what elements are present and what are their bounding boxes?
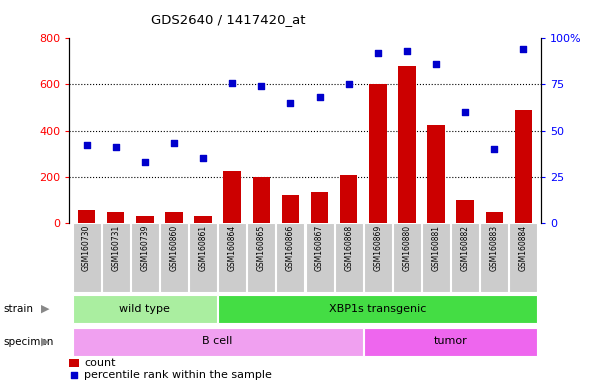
Text: strain: strain (3, 304, 33, 314)
Bar (73, 295, 217, 323)
Text: specimen: specimen (3, 337, 53, 347)
Text: GSM160730: GSM160730 (82, 225, 91, 271)
Bar (73, 328, 362, 356)
Text: GSM160861: GSM160861 (198, 225, 207, 271)
Text: count: count (84, 358, 116, 368)
Point (489, 146, 499, 152)
Bar (194, 216, 212, 223)
Text: tumor: tumor (434, 336, 468, 346)
Text: percentile rank within the sample: percentile rank within the sample (84, 370, 272, 380)
Text: GSM160882: GSM160882 (461, 225, 469, 271)
Text: GSM160731: GSM160731 (111, 225, 120, 271)
Bar (510, 223, 537, 292)
Point (82, 142, 91, 148)
Point (257, 83, 266, 89)
Text: GSM160739: GSM160739 (141, 225, 149, 271)
Text: GSM160880: GSM160880 (403, 225, 412, 271)
Point (373, 50, 383, 56)
Bar (456, 200, 474, 223)
Bar (514, 110, 532, 223)
Bar (427, 125, 445, 223)
Bar (252, 177, 270, 223)
Bar (422, 223, 450, 292)
Text: GSM160884: GSM160884 (519, 225, 528, 271)
Bar (398, 66, 416, 223)
Text: ▶: ▶ (41, 337, 49, 347)
Bar (364, 223, 392, 292)
Bar (393, 223, 421, 292)
Bar (136, 216, 154, 223)
Bar (248, 223, 275, 292)
Bar (218, 295, 537, 323)
Point (432, 61, 441, 67)
Bar (73, 223, 100, 292)
Bar (218, 223, 246, 292)
Bar (102, 223, 130, 292)
Text: GSM160865: GSM160865 (257, 225, 266, 271)
Point (315, 94, 325, 101)
Point (198, 155, 208, 161)
Text: GSM160864: GSM160864 (228, 225, 237, 271)
Point (519, 46, 528, 53)
Bar (131, 223, 159, 292)
Text: wild type: wild type (120, 303, 170, 313)
Point (460, 109, 470, 115)
Bar (276, 223, 305, 292)
Text: GSM160881: GSM160881 (432, 225, 441, 271)
Bar (107, 212, 124, 223)
Text: GSM160866: GSM160866 (286, 225, 295, 271)
Text: XBP1s transgenic: XBP1s transgenic (329, 303, 427, 313)
Text: GDS2640 / 1417420_at: GDS2640 / 1417420_at (151, 13, 306, 26)
Bar (340, 175, 358, 223)
Point (227, 79, 237, 86)
Bar (78, 210, 96, 223)
Bar (165, 212, 183, 223)
Bar (335, 223, 362, 292)
Bar (224, 171, 241, 223)
Bar (311, 192, 328, 223)
Bar (369, 84, 386, 223)
Text: GSM160867: GSM160867 (315, 225, 324, 271)
Bar (364, 328, 537, 356)
Text: GSM160883: GSM160883 (490, 225, 499, 271)
Bar (305, 223, 334, 292)
Point (402, 48, 412, 55)
Text: GSM160869: GSM160869 (373, 225, 382, 271)
Point (344, 81, 353, 88)
Text: B cell: B cell (203, 336, 233, 346)
Text: GSM160868: GSM160868 (344, 225, 353, 271)
Point (70, 372, 79, 378)
Point (169, 141, 178, 147)
Bar (189, 223, 217, 292)
Bar (160, 223, 188, 292)
Text: GSM160860: GSM160860 (169, 225, 178, 271)
Bar (282, 195, 299, 223)
Point (111, 144, 121, 150)
Point (140, 159, 150, 165)
Bar (451, 223, 479, 292)
Point (285, 100, 295, 106)
Bar (486, 212, 503, 223)
Bar (69, 359, 79, 367)
Text: ▶: ▶ (41, 304, 49, 314)
Bar (480, 223, 508, 292)
